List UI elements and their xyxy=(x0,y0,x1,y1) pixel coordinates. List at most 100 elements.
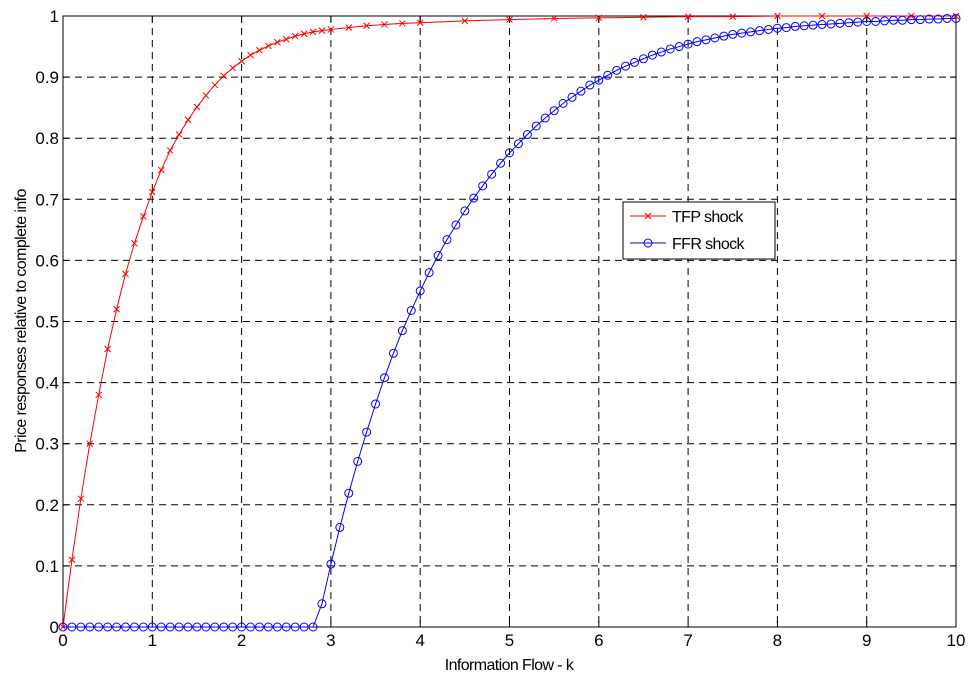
data-point-ffr-shock xyxy=(906,15,916,25)
data-point-tfp-shock xyxy=(318,27,326,35)
data-point-tfp-shock xyxy=(550,15,558,22)
y-tick-label: 0.7 xyxy=(35,190,59,209)
data-point-ffr-shock xyxy=(487,169,497,179)
data-point-tfp-shock xyxy=(729,13,737,20)
data-point-ffr-shock xyxy=(388,348,398,358)
x-tick-label: 9 xyxy=(862,631,871,650)
data-point-ffr-shock xyxy=(299,622,309,632)
x-tick-label: 7 xyxy=(683,631,692,650)
data-point-ffr-shock xyxy=(799,21,809,31)
data-point-ffr-shock xyxy=(228,622,238,632)
data-point-ffr-shock xyxy=(817,20,827,30)
data-point-ffr-shock xyxy=(210,622,220,632)
data-point-ffr-shock xyxy=(826,19,836,29)
x-tick-label: 3 xyxy=(326,631,335,650)
ticks: 0 1 2 3 4 5 6 7 8 9 10 0 0.1 0.2 0.3 0.4 0.5 0.6 0.7 0.8 0.9… xyxy=(35,7,965,650)
y-tick-label: 0.1 xyxy=(35,557,59,576)
data-point-ffr-shock xyxy=(469,193,479,203)
data-point-tfp-shock xyxy=(131,239,138,247)
data-point-ffr-shock xyxy=(683,39,693,49)
data-point-ffr-shock xyxy=(603,70,613,80)
data-point-ffr-shock xyxy=(746,27,756,37)
data-point-tfp-shock xyxy=(202,92,210,99)
data-point-tfp-shock xyxy=(104,345,112,353)
data-point-ffr-shock xyxy=(674,42,684,52)
data-point-ffr-shock xyxy=(728,29,738,39)
legend-marker xyxy=(644,212,652,220)
data-point-ffr-shock xyxy=(308,622,318,632)
data-point-ffr-shock xyxy=(531,121,541,131)
data-point-ffr-shock xyxy=(192,622,202,632)
data-point-ffr-shock xyxy=(692,37,702,47)
legend-box xyxy=(622,201,776,260)
data-point-ffr-shock xyxy=(478,181,488,191)
data-point-tfp-shock xyxy=(506,16,513,24)
data-point-tfp-shock xyxy=(166,147,174,154)
data-point-ffr-shock xyxy=(576,86,586,96)
data-point-tfp-shock xyxy=(122,270,129,278)
data-point-ffr-shock xyxy=(924,14,934,24)
data-point-tfp-shock xyxy=(211,81,219,89)
data-point-tfp-shock xyxy=(774,12,781,20)
data-point-ffr-shock xyxy=(433,251,443,261)
data-point-ffr-shock xyxy=(344,488,354,498)
y-tick-label: 0.8 xyxy=(35,129,59,148)
data-point-ffr-shock xyxy=(656,47,666,57)
data-point-ffr-shock xyxy=(415,286,425,296)
data-point-ffr-shock xyxy=(290,622,300,632)
data-point-tfp-shock xyxy=(363,22,370,30)
data-point-ffr-shock xyxy=(665,44,675,54)
data-point-ffr-shock xyxy=(888,15,898,25)
y-tick-label: 0.2 xyxy=(35,496,59,515)
data-point-ffr-shock xyxy=(237,622,247,632)
data-point-ffr-shock xyxy=(85,622,95,632)
data-point-ffr-shock xyxy=(103,622,113,632)
data-point-ffr-shock xyxy=(951,13,961,23)
y-tick-label: 0 xyxy=(50,618,59,637)
data-point-ffr-shock xyxy=(183,622,193,632)
data-point-ffr-shock xyxy=(522,130,532,140)
series-line-ffr-shock xyxy=(63,17,956,628)
data-point-ffr-shock xyxy=(281,622,291,632)
x-tick-label: 1 xyxy=(148,631,157,650)
data-point-tfp-shock xyxy=(291,32,299,40)
x-axis-title: Information Flow - k xyxy=(445,657,575,674)
y-tick-label: 0.9 xyxy=(35,68,59,87)
data-point-tfp-shock xyxy=(157,166,165,174)
x-tick-label: 8 xyxy=(773,631,782,650)
data-point-ffr-shock xyxy=(638,54,648,64)
series-ffr-shock xyxy=(58,13,961,632)
data-point-ffr-shock xyxy=(76,622,86,632)
data-point-ffr-shock xyxy=(621,61,631,71)
data-point-ffr-shock xyxy=(737,28,747,38)
data-point-tfp-shock xyxy=(247,51,254,59)
legend-marker xyxy=(643,238,653,248)
data-point-ffr-shock xyxy=(335,522,345,532)
legend-label: TFP shock xyxy=(672,209,744,226)
data-point-ffr-shock xyxy=(219,622,229,632)
data-point-ffr-shock xyxy=(772,23,782,33)
data-point-tfp-shock xyxy=(68,556,76,564)
data-point-ffr-shock xyxy=(781,23,791,33)
series-line-tfp-shock xyxy=(62,15,956,628)
data-point-ffr-shock xyxy=(67,622,77,632)
data-point-ffr-shock xyxy=(406,306,416,316)
y-tick-label: 0.3 xyxy=(35,435,59,454)
data-point-ffr-shock xyxy=(513,139,523,149)
data-point-ffr-shock xyxy=(647,50,657,60)
data-point-ffr-shock xyxy=(719,31,729,41)
legend: TFP shock FFR shock xyxy=(622,201,776,260)
data-point-ffr-shock xyxy=(871,16,881,26)
data-point-tfp-shock xyxy=(381,21,388,28)
data-point-tfp-shock xyxy=(113,305,120,313)
data-point-tfp-shock xyxy=(256,46,263,54)
data-point-tfp-shock xyxy=(398,19,406,27)
data-point-ffr-shock xyxy=(790,21,800,31)
y-axis-title: Price responses relative to complete inf… xyxy=(13,189,30,453)
y-tick-label: 0.4 xyxy=(35,374,59,393)
x-tick-label: 5 xyxy=(505,631,514,650)
data-point-tfp-shock xyxy=(238,57,245,65)
data-point-ffr-shock xyxy=(424,268,434,278)
data-point-tfp-shock xyxy=(345,24,353,31)
